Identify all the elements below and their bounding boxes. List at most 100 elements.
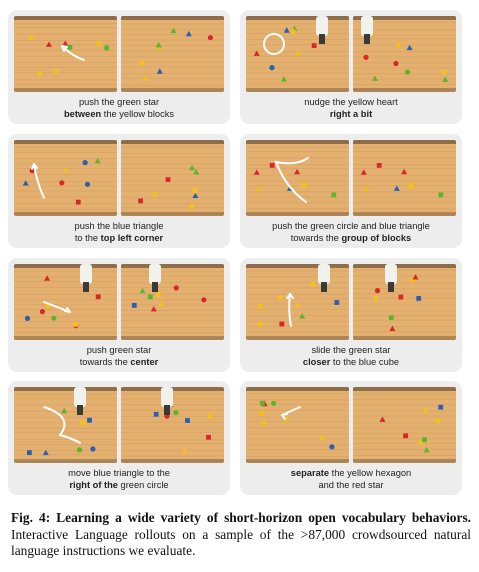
- robot-arm: [149, 264, 161, 284]
- panel-6-before-image: [246, 264, 349, 340]
- tabletop-block: [192, 192, 199, 198]
- panel-8: separate the yellow hexagon and the red …: [240, 381, 462, 495]
- tabletop-block: [404, 69, 410, 75]
- tabletop-block: [201, 297, 207, 303]
- tabletop-block: [334, 300, 340, 305]
- tabletop-block: [269, 65, 275, 71]
- tabletop-block: [75, 199, 81, 205]
- panel-5-after-image: [121, 264, 224, 340]
- tabletop-block: [329, 444, 335, 450]
- tabletop-block: [82, 419, 89, 425]
- robot-arm: [361, 16, 373, 36]
- figure-caption: Fig. 4: Learning a wide variety of short…: [11, 510, 471, 560]
- tabletop-block: [46, 41, 52, 47]
- panel-8-caption: separate the yellow hexagon and the red …: [290, 468, 412, 490]
- tabletop-block: [302, 182, 307, 188]
- robot-arm: [385, 264, 397, 284]
- tabletop-block: [139, 287, 146, 294]
- panel-5-caption: push green star towards the center: [79, 345, 159, 367]
- tabletop-block: [416, 296, 422, 301]
- tabletop-block: [362, 185, 369, 192]
- tabletop-block: [192, 188, 198, 194]
- tabletop-block: [363, 54, 369, 60]
- tabletop-block: [173, 285, 179, 291]
- tabletop-block: [388, 315, 394, 321]
- tabletop-block: [73, 322, 79, 327]
- tabletop-block: [207, 35, 213, 41]
- panel-5-before-image: [14, 264, 117, 340]
- tabletop-block: [423, 447, 430, 453]
- panel-1: push the green star between the yellow b…: [8, 10, 230, 124]
- tabletop-block: [410, 277, 415, 283]
- figure-label: Fig. 4:: [11, 510, 51, 525]
- tabletop-block: [87, 417, 92, 423]
- motion-arrow: [43, 301, 71, 313]
- tabletop-block: [412, 274, 419, 280]
- tabletop-block: [84, 181, 91, 187]
- tabletop-block: [104, 45, 110, 51]
- tabletop-block: [290, 28, 296, 34]
- tabletop-block: [78, 419, 85, 425]
- tabletop-block: [393, 185, 400, 191]
- tabletop-block: [27, 450, 32, 455]
- tabletop-block: [185, 418, 190, 423]
- robot-arm: [161, 387, 173, 407]
- tabletop-block: [51, 315, 57, 321]
- panel-2: nudge the yellow heart right a bit: [240, 10, 462, 124]
- tabletop-block: [156, 68, 163, 74]
- panel-1-after-image: [121, 16, 224, 92]
- panel-3-caption: push the blue triangle to the top left c…: [74, 221, 164, 243]
- tabletop-block: [294, 168, 301, 175]
- tabletop-block: [258, 304, 263, 310]
- tabletop-block: [438, 404, 444, 410]
- figure-body: Interactive Language rollouts on a sampl…: [11, 526, 471, 559]
- tabletop-block: [44, 275, 51, 281]
- motion-arrow: [43, 406, 81, 444]
- tabletop-block: [53, 69, 59, 74]
- tabletop-block: [39, 309, 45, 315]
- robot-arm: [74, 387, 86, 407]
- panel-6-caption: slide the green star closer to the blue …: [302, 345, 400, 367]
- tabletop-block: [22, 180, 29, 186]
- tabletop-block: [67, 44, 73, 50]
- tabletop-block: [260, 420, 266, 426]
- tabletop-block: [299, 182, 306, 188]
- tabletop-block: [63, 167, 69, 173]
- tabletop-block: [441, 69, 447, 75]
- tabletop-block: [360, 169, 367, 175]
- tabletop-block: [422, 407, 429, 413]
- panel-8-before-image: [246, 387, 349, 463]
- motion-arrow: [31, 163, 45, 199]
- panel-7-caption: move blue triangle to the right of the g…: [68, 468, 170, 490]
- panel-7: move blue triangle to the right of the g…: [8, 381, 230, 495]
- panel-4-caption: push the green circle and blue triangle …: [272, 221, 430, 243]
- panel-3-after-image: [121, 140, 224, 216]
- tabletop-block: [379, 416, 386, 422]
- tabletop-block: [277, 295, 283, 301]
- tabletop-block: [373, 295, 379, 301]
- tabletop-block: [406, 182, 413, 188]
- panel-4-after-image: [353, 140, 456, 216]
- tabletop-block: [396, 42, 402, 48]
- tabletop-block: [139, 60, 145, 66]
- tabletop-block: [185, 30, 192, 37]
- panel-8-after-image: [353, 387, 456, 463]
- tabletop-block: [37, 71, 43, 77]
- tabletop-block: [153, 411, 159, 417]
- tabletop-block: [155, 42, 162, 48]
- highlight-circle: [263, 33, 285, 55]
- motion-arrow: [281, 406, 301, 420]
- tabletop-block: [24, 315, 31, 321]
- tabletop-block: [271, 400, 277, 406]
- tabletop-block: [96, 40, 102, 46]
- tabletop-block: [442, 76, 449, 82]
- panel-3-before-image: [14, 140, 117, 216]
- tabletop-block: [438, 192, 444, 198]
- tabletop-block: [76, 447, 83, 453]
- tabletop-block: [331, 192, 337, 198]
- tabletop-block: [371, 75, 378, 81]
- tabletop-block: [152, 192, 158, 197]
- tabletop-block: [44, 303, 51, 309]
- tabletop-block: [131, 303, 137, 308]
- tabletop-block: [435, 418, 441, 424]
